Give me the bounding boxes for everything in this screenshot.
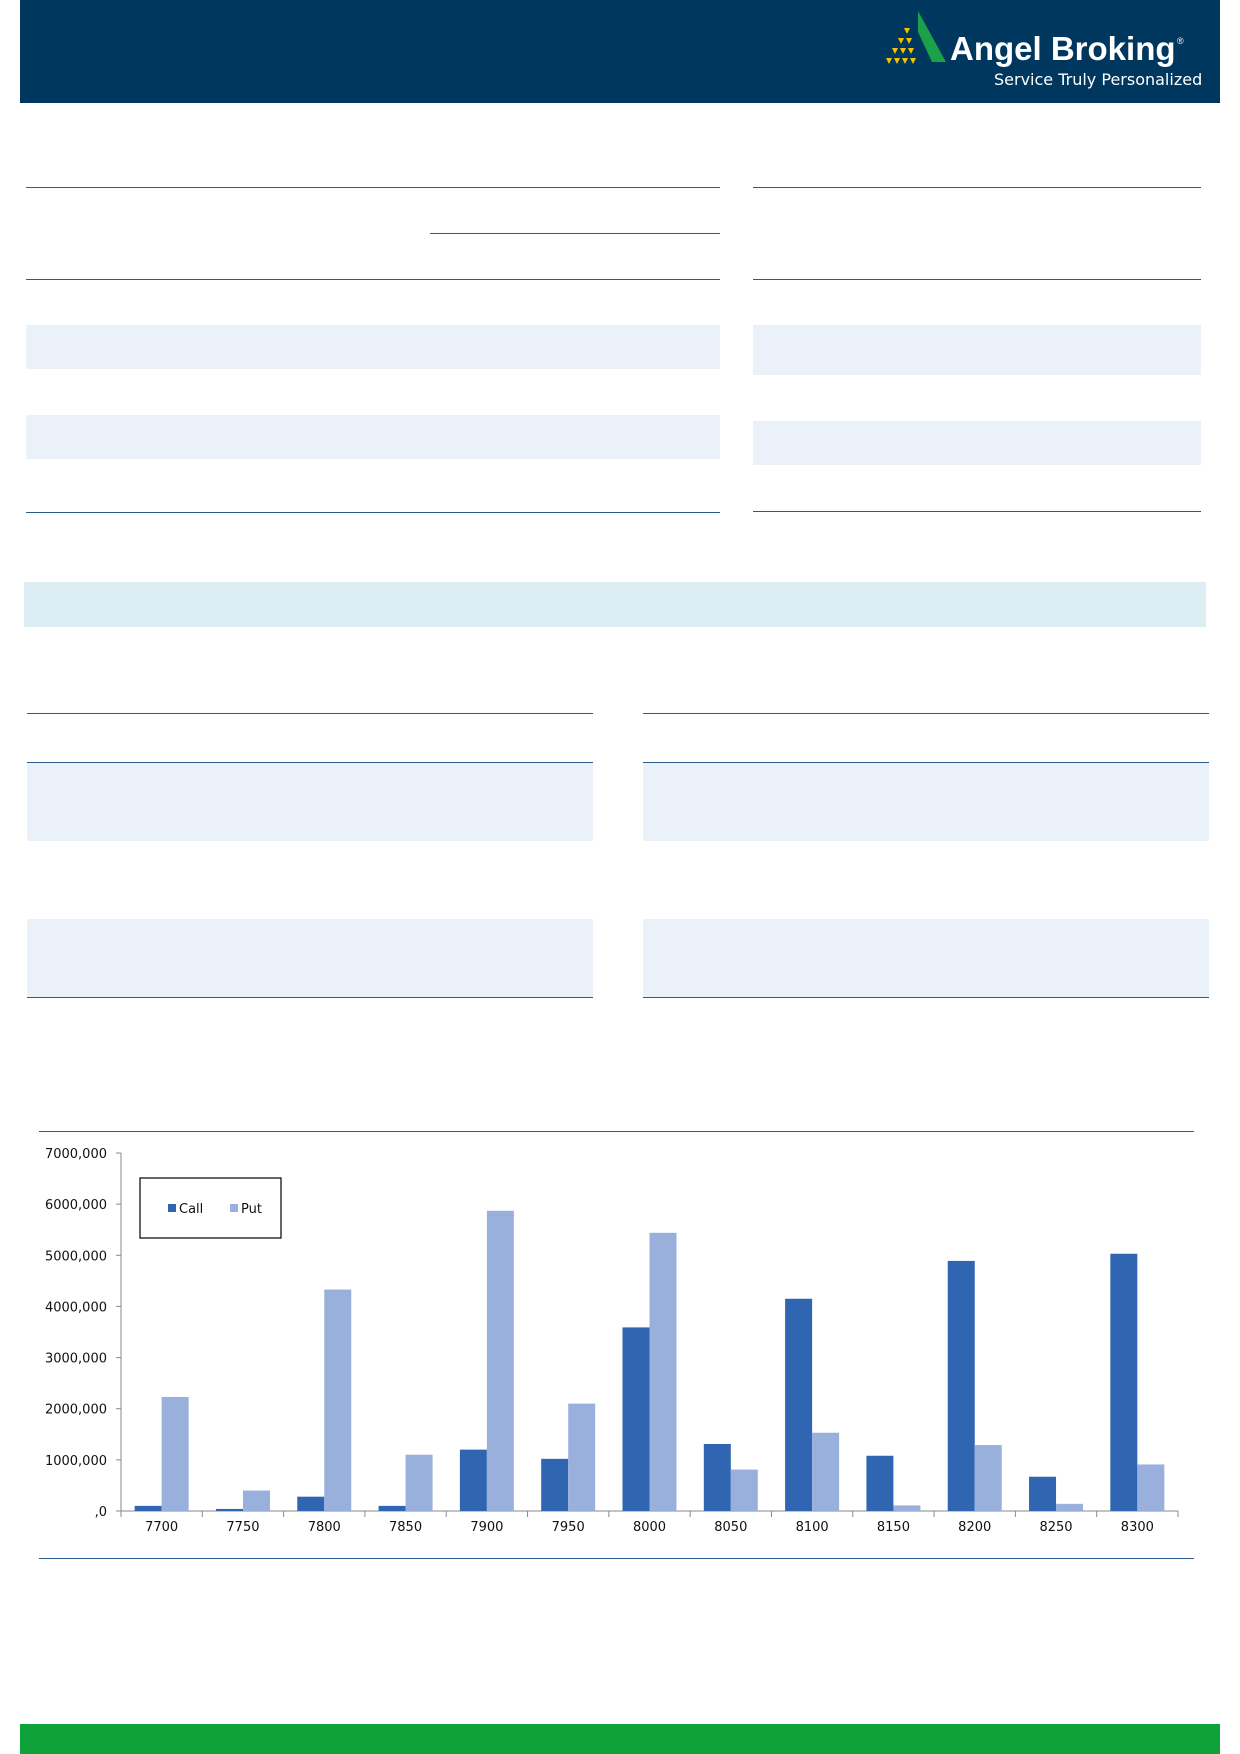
- table-rule: [643, 762, 1209, 763]
- table-rule: [26, 279, 720, 280]
- page-header: Angel Broking ® Service Truly Personaliz…: [20, 0, 1220, 103]
- bar-call-7900: [459, 1449, 487, 1511]
- y-tick-label: 7000,000: [45, 1147, 107, 1162]
- bar-put-7900: [486, 1210, 514, 1511]
- bar-put-8250: [1056, 1503, 1084, 1511]
- table-row-band: [26, 415, 720, 459]
- angel-triangle-logo-icon: [886, 11, 946, 64]
- table-rule: [753, 187, 1201, 188]
- y-tick-label: 4000,000: [45, 1300, 107, 1315]
- section-banner: [24, 582, 1206, 627]
- registered-mark: ®: [1177, 36, 1184, 46]
- brand-tagline: Service Truly Personalized: [994, 70, 1203, 89]
- bar-put-8200: [974, 1445, 1002, 1511]
- bar-call-7800: [297, 1496, 325, 1511]
- x-tick-label: 8200: [958, 1520, 991, 1535]
- bar-put-7950: [568, 1403, 596, 1511]
- table-row-band: [27, 763, 593, 841]
- table-rule: [27, 997, 593, 998]
- table-row-band: [26, 325, 720, 369]
- bar-put-8000: [649, 1232, 677, 1511]
- y-tick-label: ,0: [95, 1505, 107, 1520]
- bar-call-8050: [703, 1444, 731, 1511]
- y-tick-label: 1000,000: [45, 1454, 107, 1469]
- bar-call-8300: [1110, 1253, 1138, 1511]
- legend-label-call: Call: [179, 1202, 203, 1217]
- bar-call-7850: [378, 1505, 406, 1511]
- bar-call-8150: [866, 1455, 894, 1511]
- x-tick-label: 7700: [145, 1520, 178, 1535]
- x-tick-label: 8150: [877, 1520, 910, 1535]
- x-tick-label: 8250: [1039, 1520, 1072, 1535]
- bar-call-8250: [1029, 1476, 1057, 1511]
- footer-bar: [20, 1724, 1220, 1754]
- y-tick-label: 5000,000: [45, 1249, 107, 1264]
- y-tick-label: 3000,000: [45, 1352, 107, 1367]
- table-rule: [430, 233, 720, 234]
- x-tick-label: 7900: [470, 1520, 503, 1535]
- legend-swatch-call: [168, 1204, 176, 1212]
- x-tick-label: 7750: [226, 1520, 259, 1535]
- x-tick-label: 8300: [1121, 1520, 1154, 1535]
- bar-call-8000: [622, 1327, 650, 1511]
- brand-logo: Angel Broking ® Service Truly Personaliz…: [884, 10, 1202, 95]
- table-row-band: [643, 763, 1209, 841]
- bar-put-7750: [242, 1490, 270, 1511]
- x-tick-label: 8050: [714, 1520, 747, 1535]
- table-rule: [753, 279, 1201, 280]
- legend-box: [139, 1177, 282, 1239]
- bar-call-7750: [215, 1508, 243, 1511]
- table-rule: [753, 511, 1201, 512]
- table-rule: [643, 713, 1209, 714]
- chart-top-rule: [39, 1131, 1194, 1132]
- brand-name: Angel Broking: [950, 30, 1176, 67]
- bar-call-8200: [947, 1260, 975, 1511]
- bar-put-8150: [893, 1505, 921, 1511]
- bar-put-8050: [730, 1469, 758, 1511]
- table-rule: [26, 187, 720, 188]
- table-rule: [27, 713, 593, 714]
- table-rule: [26, 512, 720, 513]
- x-tick-label: 7850: [389, 1520, 422, 1535]
- bar-put-7700: [161, 1396, 189, 1511]
- table-rule: [643, 997, 1209, 998]
- x-tick-label: 8100: [796, 1520, 829, 1535]
- table-row-band: [643, 919, 1209, 997]
- x-tick-label: 7800: [308, 1520, 341, 1535]
- bar-call-8100: [785, 1298, 813, 1511]
- y-tick-label: 6000,000: [45, 1198, 107, 1213]
- bar-put-7850: [405, 1454, 433, 1511]
- bar-call-7950: [541, 1458, 569, 1511]
- legend-swatch-put: [230, 1204, 238, 1212]
- bar-call-7700: [134, 1505, 162, 1511]
- chart-bottom-rule: [39, 1558, 1194, 1559]
- x-tick-label: 7950: [552, 1520, 585, 1535]
- x-tick-label: 8000: [633, 1520, 666, 1535]
- y-tick-label: 2000,000: [45, 1403, 107, 1418]
- table-row-band: [27, 919, 593, 997]
- legend-label-put: Put: [241, 1202, 262, 1217]
- bar-put-8300: [1137, 1464, 1165, 1511]
- table-rule: [27, 762, 593, 763]
- bar-put-7800: [324, 1289, 352, 1511]
- table-row-band: [753, 421, 1201, 465]
- bar-put-8100: [812, 1432, 840, 1511]
- table-row-band: [753, 325, 1201, 375]
